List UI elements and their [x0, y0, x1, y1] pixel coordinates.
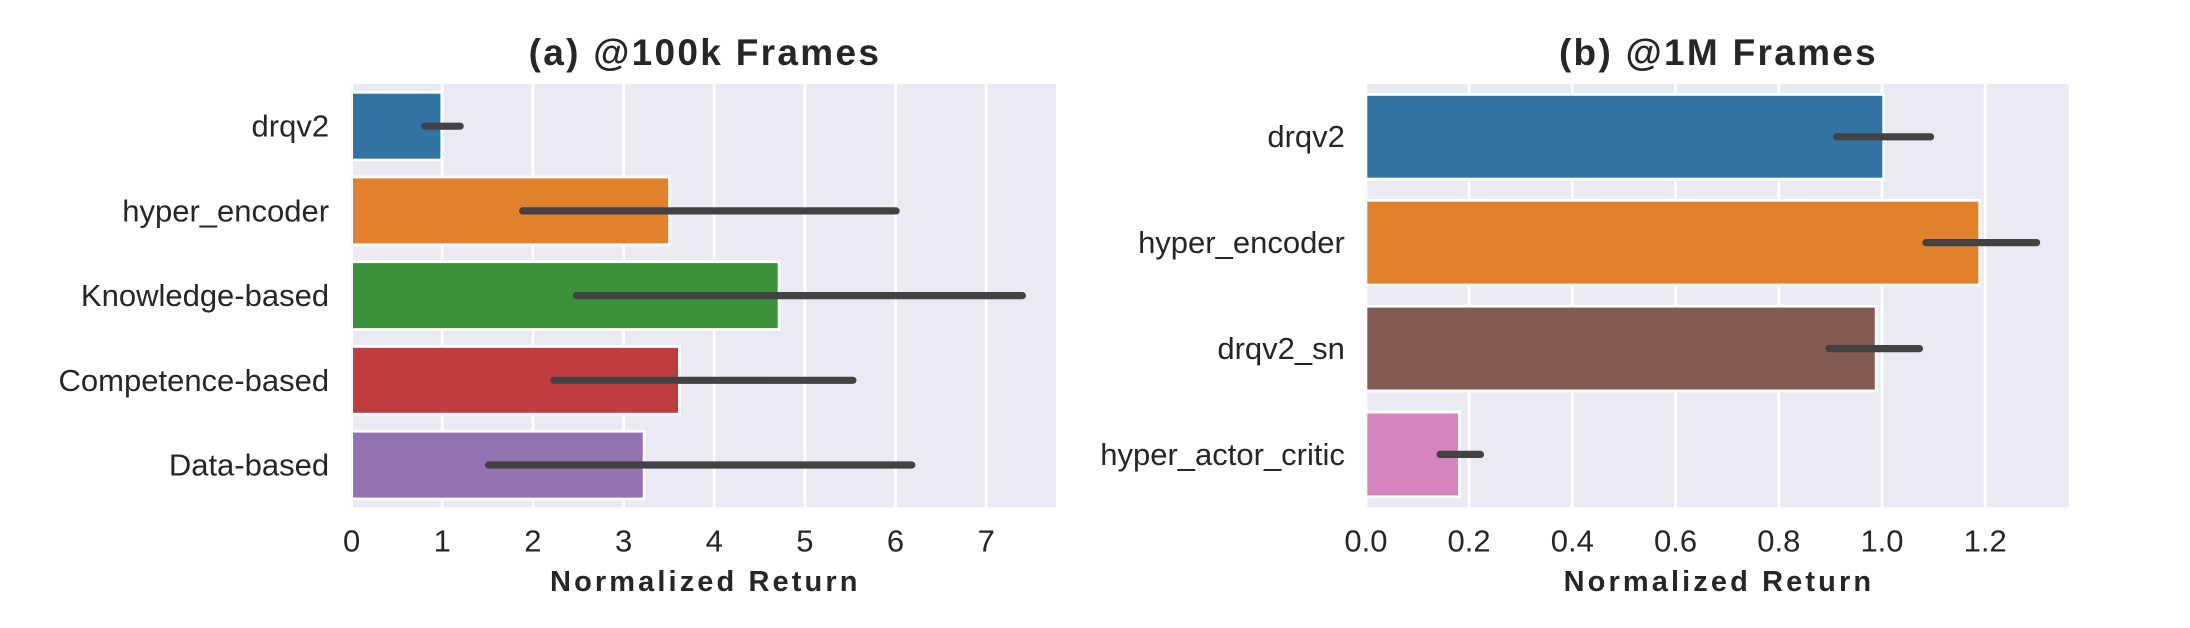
svg-text:(a) @100k Frames: (a) @100k Frames	[529, 32, 882, 73]
svg-text:4: 4	[706, 523, 723, 558]
svg-text:1.2: 1.2	[1964, 523, 2007, 558]
svg-text:5: 5	[796, 523, 813, 558]
svg-text:drqv2_sn: drqv2_sn	[1217, 331, 1345, 366]
svg-text:0: 0	[343, 523, 360, 558]
svg-text:1.0: 1.0	[1860, 523, 1903, 558]
svg-text:hyper_actor_critic: hyper_actor_critic	[1100, 437, 1345, 472]
svg-text:hyper_encoder: hyper_encoder	[122, 193, 329, 228]
svg-text:7: 7	[978, 523, 995, 558]
svg-text:1: 1	[434, 523, 451, 558]
svg-text:Knowledge-based: Knowledge-based	[81, 278, 329, 313]
svg-text:0.4: 0.4	[1551, 523, 1594, 558]
svg-text:3: 3	[615, 523, 632, 558]
svg-text:6: 6	[887, 523, 904, 558]
svg-text:drqv2: drqv2	[1267, 119, 1345, 154]
svg-text:(b) @1M Frames: (b) @1M Frames	[1559, 32, 1878, 73]
svg-text:2: 2	[524, 523, 541, 558]
svg-text:Normalized Return: Normalized Return	[550, 566, 861, 598]
svg-text:Normalized Return: Normalized Return	[1564, 566, 1875, 598]
svg-text:0.0: 0.0	[1344, 523, 1387, 558]
svg-text:hyper_encoder: hyper_encoder	[1138, 225, 1345, 260]
svg-text:0.6: 0.6	[1654, 523, 1697, 558]
svg-text:0.2: 0.2	[1448, 523, 1491, 558]
svg-text:Data-based: Data-based	[169, 448, 329, 483]
svg-text:drqv2: drqv2	[252, 109, 330, 144]
svg-text:0.8: 0.8	[1757, 523, 1800, 558]
svg-text:Competence-based: Competence-based	[59, 363, 330, 398]
